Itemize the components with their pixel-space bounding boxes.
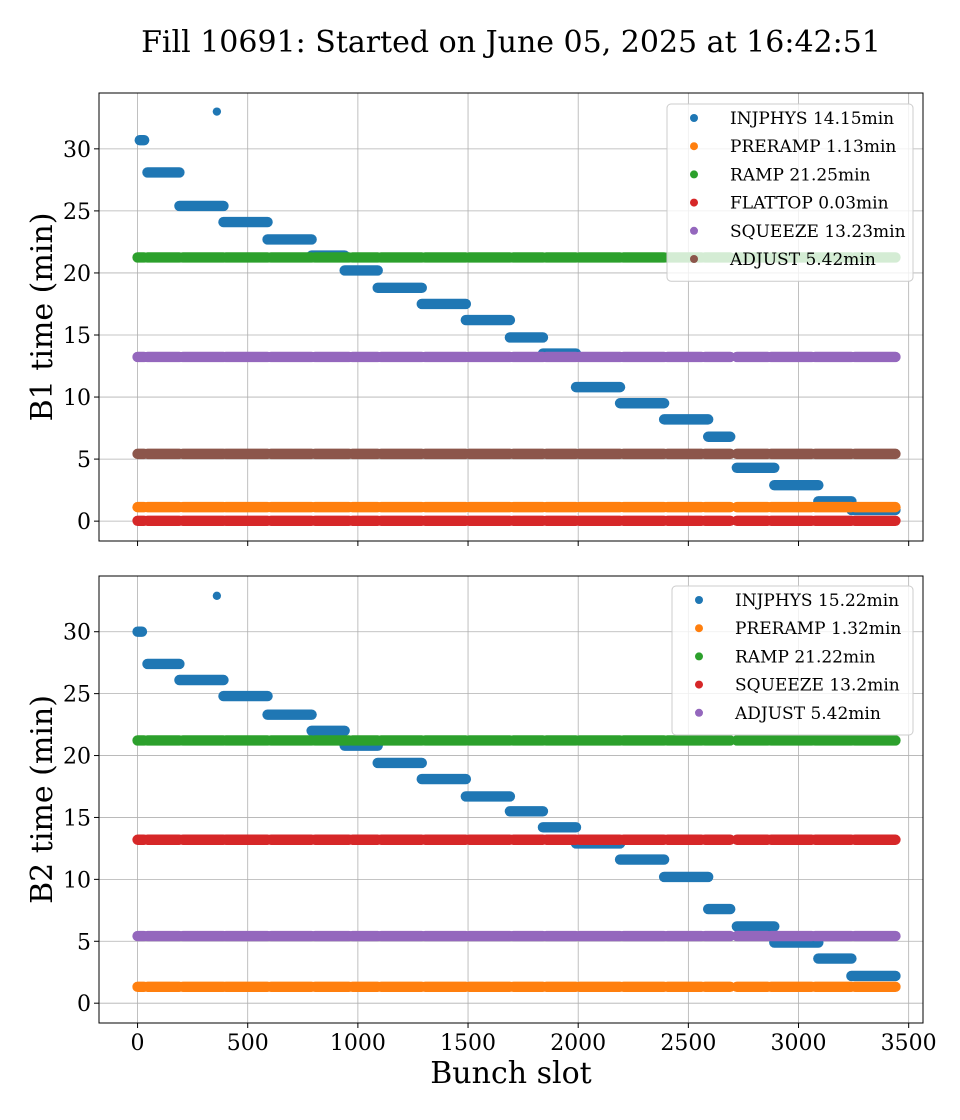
legend-label: ADJUST 5.42min: [734, 704, 881, 724]
x-tick-label: 0: [131, 1031, 145, 1056]
y-tick-label: 10: [63, 868, 91, 893]
y-tick-label: 25: [63, 200, 91, 225]
y-tick-label: 20: [63, 745, 91, 770]
y-tick-label: 0: [77, 992, 91, 1017]
legend-marker: [690, 198, 698, 207]
x-tick-label: 3500: [881, 1031, 937, 1056]
legend-label: INJPHYS 14.15min: [730, 109, 894, 129]
panel-b1: 0 5 10 15 20 25 30 B1 time (min) INJPHYS 14.15mi…: [25, 92, 924, 546]
figure-title: Fill 10691: Started on June 05, 2025 at …: [141, 25, 881, 60]
axes-frame: [98, 92, 924, 542]
y-axis-label: B2 time (min): [25, 695, 60, 904]
y-tick-label: 5: [77, 930, 91, 955]
legend-marker: [690, 226, 698, 235]
series-injphys-mark: [212, 107, 222, 116]
legend: INJPHYS 14.15min PRERAMP 1.13min RAMP 21.2…: [666, 103, 914, 282]
y-tick-label: 30: [63, 621, 91, 646]
x-tick-label: 2500: [660, 1031, 716, 1056]
legend-label: ADJUST 5.42min: [729, 250, 876, 270]
y-tick-label: 15: [63, 324, 91, 349]
legend-box: [671, 585, 914, 736]
legend-marker: [690, 114, 698, 122]
y-tick-label: 0: [77, 510, 91, 535]
series-injphys-mark: [212, 591, 222, 600]
legend-label: SQUEEZE 13.2min: [735, 676, 900, 696]
legend-marker: [695, 680, 703, 689]
legend-marker: [695, 652, 703, 661]
panel-b2: 0 500 1000 1500 2000 2500 3000 3500 0 5 10 15 20 25 30…: [25, 575, 937, 1056]
legend-label: PRERAMP 1.13min: [730, 137, 896, 157]
legend-label: SQUEEZE 13.23min: [730, 222, 906, 242]
legend-marker: [690, 142, 698, 151]
x-tick-label: 500: [227, 1031, 269, 1056]
legend-marker: [690, 170, 698, 179]
legend-marker: [695, 624, 703, 633]
legend-label: RAMP 21.22min: [735, 647, 876, 667]
legend-marker: [690, 255, 698, 263]
x-tick-label: 3000: [771, 1031, 827, 1056]
legend: INJPHYS 15.22min PRERAMP 1.32min RAMP 21.2…: [671, 585, 914, 736]
y-tick-label: 20: [63, 262, 91, 287]
y-tick-label: 5: [77, 448, 91, 473]
x-tick-label: 1500: [440, 1031, 496, 1056]
y-tick-label: 10: [63, 386, 91, 411]
legend-label: PRERAMP 1.32min: [735, 619, 901, 639]
y-tick-label: 30: [63, 138, 91, 163]
x-axis-label: Bunch slot: [430, 1056, 591, 1091]
y-tick-label: 15: [63, 806, 91, 831]
axes-frame: [98, 575, 924, 1024]
legend-marker: [695, 708, 703, 717]
legend-label: RAMP 21.25min: [730, 165, 871, 185]
legend-marker: [695, 596, 703, 604]
legend-box: [666, 103, 914, 282]
x-tick-label: 1000: [330, 1031, 386, 1056]
y-tick-label: 25: [63, 683, 91, 708]
x-tick-label: 2000: [550, 1031, 606, 1056]
legend-label: INJPHYS 15.22min: [735, 591, 899, 611]
legend-label: FLATTOP 0.03min: [730, 194, 889, 214]
y-axis-label: B1 time (min): [25, 213, 60, 422]
